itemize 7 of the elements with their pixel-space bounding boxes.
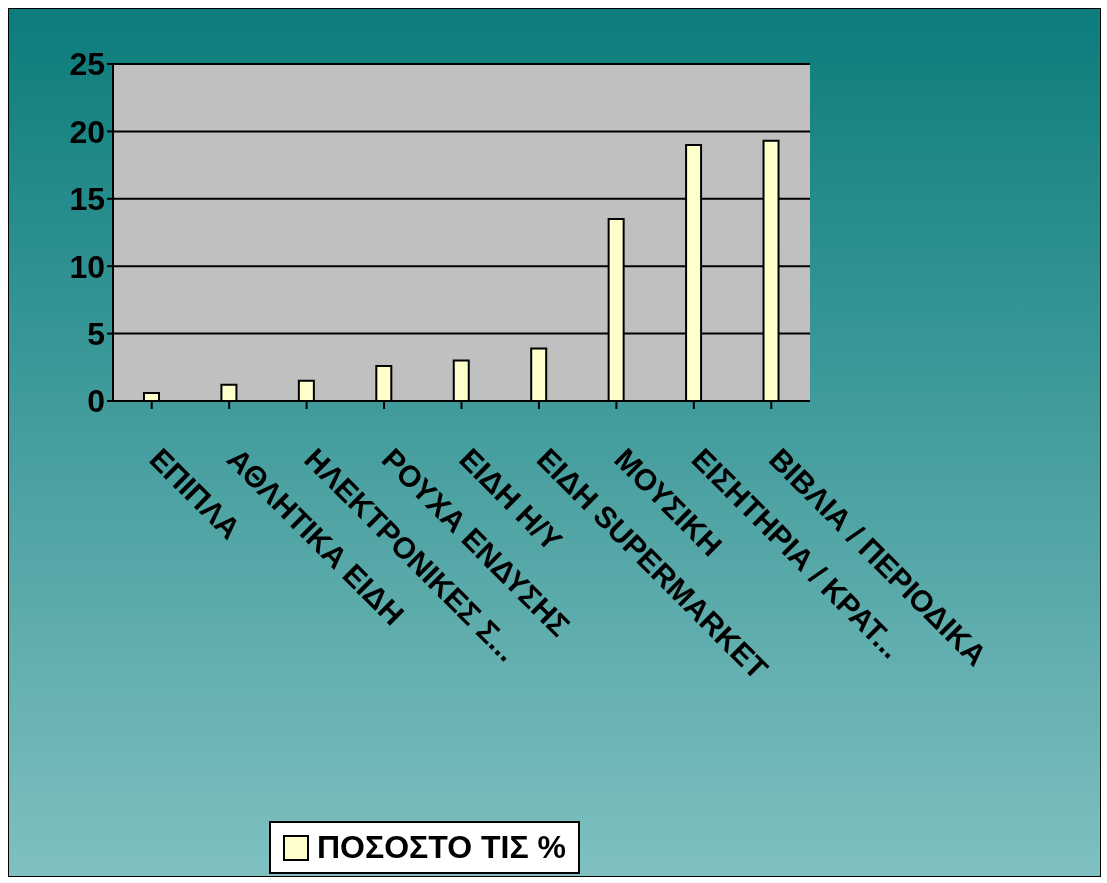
y-tick-label: 5 [87,315,105,352]
y-tick-label: 25 [69,46,105,83]
y-tick-label: 10 [69,248,105,285]
y-tick-label: 0 [87,383,105,420]
legend-label: ΠΟΣΟΣΤΟ ΤΙΣ % [316,829,567,866]
y-tick-label: 20 [69,113,105,150]
y-tick-label: 15 [69,181,105,218]
